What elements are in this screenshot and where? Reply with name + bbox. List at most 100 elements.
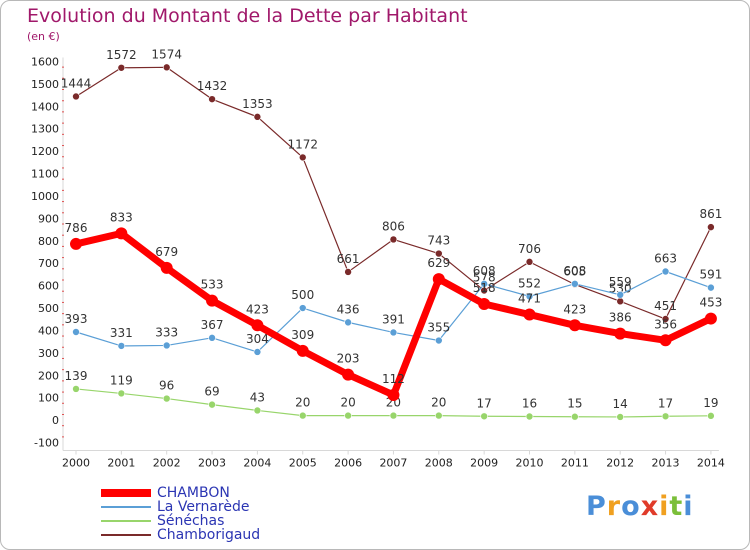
legend-label: La Vernarède (157, 499, 250, 515)
data-point (704, 312, 717, 325)
data-label: 591 (699, 268, 722, 282)
data-label: 552 (518, 276, 541, 290)
data-label: 661 (337, 252, 360, 266)
data-label: 20 (431, 396, 446, 410)
data-point (253, 348, 262, 356)
data-label: 139 (65, 369, 88, 383)
x-tick-label: 2004 (243, 457, 271, 470)
y-tick-label: -100 (34, 437, 59, 450)
data-point (616, 291, 625, 299)
data-point (162, 63, 171, 72)
data-point (707, 283, 715, 292)
data-point (117, 63, 126, 72)
data-label: 453 (699, 296, 722, 310)
data-point (344, 318, 352, 327)
data-label: 333 (155, 325, 178, 339)
y-tick-label: 1400 (31, 100, 59, 113)
data-label: 1432 (197, 79, 228, 93)
legend-swatch (101, 506, 151, 508)
data-point (206, 294, 219, 307)
chart-title: Evolution du Montant de la Dette par Hab… (27, 5, 468, 27)
data-point (480, 280, 488, 288)
data-label: 1353 (242, 97, 273, 111)
data-point (614, 327, 627, 340)
x-tick-label: 2009 (470, 457, 498, 470)
legend-swatch (101, 534, 151, 536)
logo-letter: r (606, 491, 622, 522)
x-tick-label: 2011 (561, 457, 589, 470)
data-label: 15 (567, 397, 582, 411)
data-label: 1172 (287, 137, 318, 151)
line-chart: -100 0 100 200 300 400 500 600 700 800 900 1000 1100… (31, 47, 725, 470)
y-tick-label: 1200 (31, 145, 59, 158)
data-point (389, 235, 398, 244)
y-tick-label: 1600 (31, 56, 59, 69)
data-point (661, 412, 670, 421)
data-label: 16 (522, 397, 537, 411)
data-label: 679 (155, 245, 178, 259)
data-label: 19 (703, 396, 718, 410)
logo-letter: P (586, 491, 607, 522)
data-point (707, 412, 715, 420)
x-tick-label: 2012 (606, 457, 634, 470)
data-label: 833 (110, 210, 133, 224)
data-label: 203 (337, 352, 360, 366)
legend-swatch (101, 520, 151, 522)
data-label: 391 (382, 312, 405, 326)
x-tick-label: 2010 (516, 457, 544, 470)
data-point (616, 297, 625, 306)
data-point (616, 413, 625, 421)
x-tick-label: 2005 (289, 457, 317, 470)
data-point (208, 334, 216, 342)
data-label: 471 (518, 292, 541, 306)
logo-letter: x (640, 491, 660, 522)
data-point (525, 412, 534, 421)
data-point (344, 411, 352, 420)
proxiti-logo: Proxiti (586, 491, 694, 522)
data-point (480, 412, 488, 421)
y-tick-label: 500 (38, 302, 59, 315)
x-tick-label: 2007 (379, 457, 407, 470)
x-tick-label: 2003 (198, 457, 226, 470)
data-label: 304 (246, 332, 269, 346)
data-point (434, 336, 443, 345)
data-label: 629 (427, 256, 450, 270)
data-label: 309 (291, 328, 314, 342)
data-label: 43 (250, 390, 265, 404)
data-label: 112 (382, 372, 405, 386)
data-point (389, 411, 398, 420)
data-point (117, 389, 126, 398)
data-label: 608 (563, 264, 586, 278)
logo-letter: i (659, 491, 670, 522)
data-label: 786 (65, 221, 88, 235)
y-tick-label: 900 (38, 212, 59, 225)
data-label: 663 (654, 251, 677, 265)
data-point (387, 388, 400, 401)
x-tick-label: 2001 (107, 457, 135, 470)
data-point (344, 268, 352, 276)
data-label: 356 (654, 317, 677, 331)
data-point (72, 92, 80, 101)
legend-label: CHAMBON (157, 485, 230, 501)
data-point (160, 261, 173, 274)
data-label: 518 (473, 281, 496, 295)
data-label: 706 (518, 242, 541, 256)
y-tick-label: 800 (38, 235, 59, 248)
data-label: 1574 (151, 47, 182, 61)
series-s-n-chas: 139 119 96 69 43 20 20 20 20 17 16 15 14 17 19 (65, 369, 719, 421)
data-point (434, 411, 443, 420)
data-point (117, 342, 126, 350)
data-label: 608 (473, 264, 496, 278)
data-point (251, 319, 264, 332)
y-tick-label: 700 (38, 257, 59, 270)
data-label: 17 (658, 396, 673, 410)
data-point (115, 227, 128, 240)
data-point (659, 334, 672, 347)
unit-label: (en €) (27, 30, 60, 43)
data-label: 331 (110, 326, 133, 340)
data-label: 14 (613, 397, 628, 411)
y-tick-label: 200 (38, 369, 59, 382)
data-point (525, 292, 534, 301)
x-tick-label: 2014 (697, 457, 725, 470)
data-label: 17 (477, 396, 492, 410)
